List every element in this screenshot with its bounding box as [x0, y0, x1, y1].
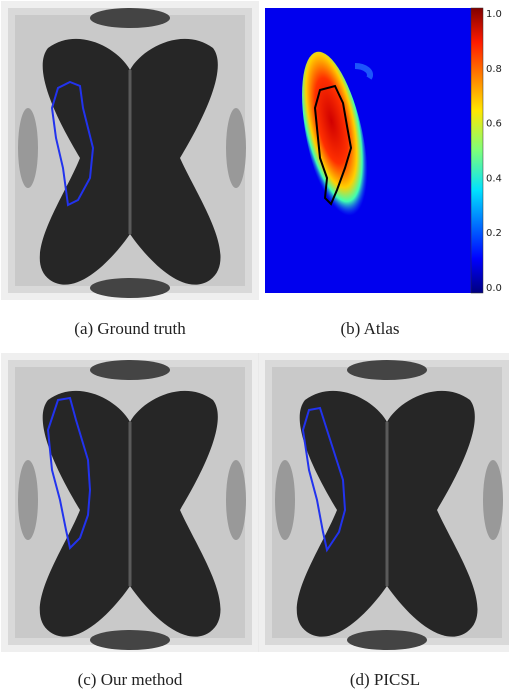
- image-atlas: [265, 8, 483, 293]
- image-picsl: [265, 360, 509, 650]
- colorbar-tick-label: 0.4: [486, 173, 502, 184]
- colorbar-tick-label: 1.0: [486, 9, 502, 20]
- caption: (b) Atlas: [340, 319, 399, 338]
- page: (a) Ground truth (b) Atlas (c) Our metho…: [0, 0, 509, 695]
- colorbar-tick-label: 0.6: [486, 119, 502, 130]
- caption: (d) PICSL: [350, 670, 420, 689]
- colorbar-tick-label: 0.2: [486, 228, 502, 239]
- figure: (a) Ground truth (b) Atlas (c) Our metho…: [0, 0, 509, 695]
- colorbar-tick-label: 0.8: [486, 64, 502, 75]
- caption: (a) Ground truth: [74, 319, 186, 338]
- image-ground-truth: [8, 8, 252, 298]
- colorbar-tick-label: 0.0: [486, 283, 502, 294]
- caption: (c) Our method: [78, 670, 183, 689]
- image-our-method: [8, 360, 252, 650]
